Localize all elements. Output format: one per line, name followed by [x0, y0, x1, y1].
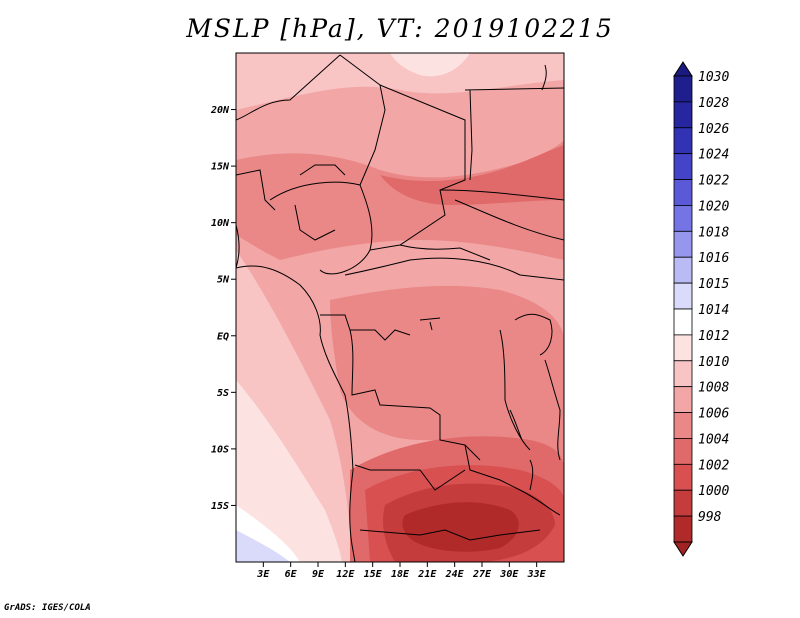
colorbar-swatch: [673, 230, 693, 258]
lat-tick-label: 10S: [211, 444, 229, 455]
colorbar-swatch: [673, 179, 693, 206]
lon-tick-label: 9E: [312, 569, 325, 580]
colorbar-swatch: [673, 489, 693, 517]
colorbar-label: 1012: [698, 329, 729, 344]
colorbar-swatch: [673, 308, 693, 336]
colorbar-swatch: [673, 75, 693, 103]
lat-tick-label: 15N: [211, 162, 230, 173]
colorbar-label: 1028: [698, 96, 729, 111]
field-1006-sahel: [236, 140, 564, 260]
lat-tick-label: EQ: [217, 331, 229, 342]
colorbar-swatch: [673, 412, 693, 439]
colorbar-swatch: [673, 360, 693, 388]
lat-tick-label: 5N: [217, 275, 230, 286]
field-1015-ocean: [236, 530, 290, 562]
lon-tick-label: 33E: [527, 569, 547, 580]
colorbar-label: 1020: [698, 199, 729, 214]
colorbar-label: 1004: [698, 432, 729, 447]
colorbar-swatch: [673, 256, 693, 284]
colorbar-label: 998: [698, 510, 722, 525]
lon-tick-label: 30E: [499, 569, 519, 580]
colorbar-label: 1030: [698, 70, 729, 85]
colorbar-label: 1000: [698, 484, 729, 499]
colorbar-label: 1008: [698, 381, 729, 396]
colorbar-bottom-arrow: [673, 541, 693, 557]
lon-tick-label: 6E: [285, 569, 298, 580]
colorbar-swatch: [673, 205, 693, 232]
colorbar-label: 1022: [698, 174, 729, 189]
lon-axis: 3E 6E 9E 12E 15E 18E 21E 24E 27E 30E 33E: [256, 562, 547, 580]
field-1010-north: [236, 53, 564, 110]
colorbar-swatch: [673, 334, 693, 362]
field-1012-north: [390, 53, 470, 77]
colorbar-swatch: [673, 463, 693, 491]
field-998-south: [402, 502, 519, 552]
colorbar-swatch: [673, 127, 693, 155]
colorbar-swatch: [673, 101, 693, 129]
lon-tick-label: 15E: [364, 569, 383, 580]
lat-tick-label: 10N: [211, 218, 230, 229]
colorbar-label: 1002: [698, 458, 729, 473]
lat-tick-label: 5S: [217, 388, 229, 399]
colorbar: 1030 1028 1026 1024 1022 1020 1018 1016 1015 1014…: [673, 61, 729, 557]
lat-tick-label: 15S: [211, 501, 229, 512]
lat-axis: 20N 15N 10N 5N EQ 5S 10S 15S: [210, 105, 236, 512]
field-1006-congo: [330, 285, 564, 470]
grads-credit: GrADS: IGES/COLA: [4, 603, 91, 613]
colorbar-label: 1016: [698, 251, 729, 266]
colorbar-label: 1026: [698, 122, 729, 137]
colorbar-swatch: [673, 438, 693, 465]
colorbar-top-arrow: [673, 61, 693, 77]
coastlines-borders: [236, 54, 564, 562]
lon-tick-label: 3E: [256, 569, 270, 580]
chart-title: MSLP [hPa], VT: 2019102215: [186, 14, 614, 43]
field-1012-ocean: [236, 380, 342, 562]
colorbar-label: 1024: [698, 148, 729, 163]
colorbar-swatch: [673, 282, 693, 310]
lat-tick-label: 20N: [210, 105, 230, 116]
lon-tick-label: 21E: [417, 569, 437, 580]
colorbar-label: 1006: [698, 407, 729, 422]
field-1004-sahel: [380, 145, 564, 205]
colorbar-swatch: [673, 386, 693, 413]
colorbar-label: 1018: [698, 225, 729, 240]
colorbar-swatch: [673, 515, 693, 543]
lon-tick-label: 24E: [445, 569, 465, 580]
pressure-field: [236, 53, 564, 562]
lon-tick-label: 27E: [472, 569, 492, 580]
colorbar-label: 1015: [698, 277, 729, 292]
lon-tick-label: 12E: [336, 569, 355, 580]
colorbar-swatch: [673, 153, 693, 180]
colorbar-label: 1014: [698, 303, 729, 318]
lon-tick-label: 18E: [391, 569, 410, 580]
colorbar-label: 1010: [698, 355, 729, 370]
